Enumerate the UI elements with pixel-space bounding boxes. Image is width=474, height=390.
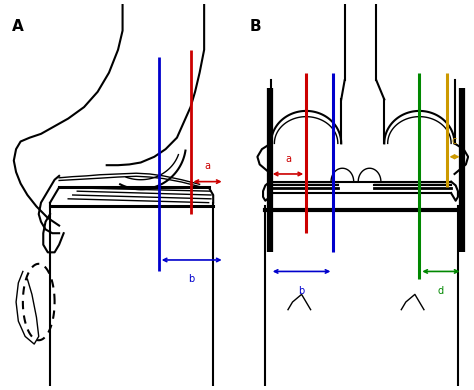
Text: d: d <box>438 285 444 296</box>
Text: c: c <box>452 136 457 147</box>
Text: a: a <box>205 161 210 171</box>
Text: B: B <box>249 19 261 34</box>
Text: a: a <box>285 154 291 164</box>
Text: b: b <box>189 274 195 284</box>
Text: b: b <box>299 285 305 296</box>
Text: A: A <box>11 19 23 34</box>
